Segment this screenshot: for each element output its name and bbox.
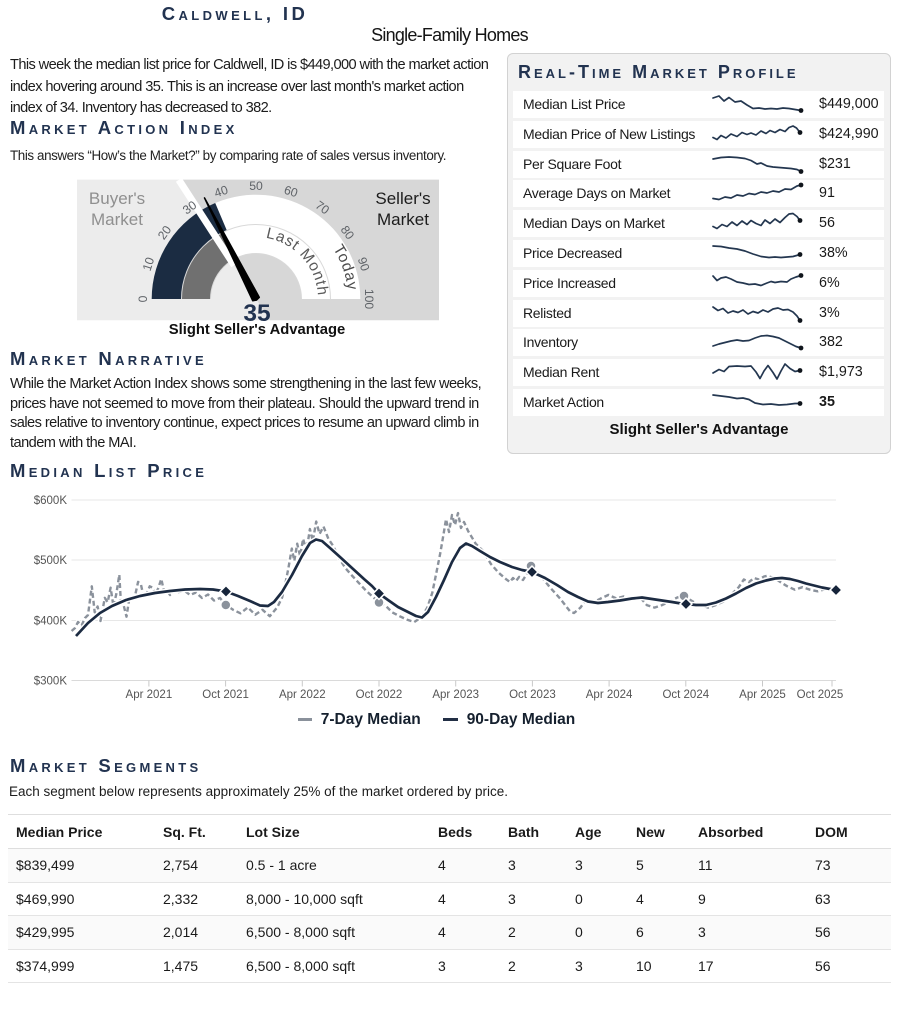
svg-text:10: 10 [140, 255, 158, 272]
svg-text:Apr 2022: Apr 2022 [279, 689, 326, 701]
svg-text:90: 90 [355, 255, 373, 272]
svg-text:50: 50 [249, 179, 263, 193]
svg-text:Oct 2025: Oct 2025 [797, 689, 844, 701]
svg-text:$400K: $400K [34, 616, 68, 628]
svg-text:Market: Market [377, 210, 429, 229]
svg-text:Oct 2023: Oct 2023 [509, 689, 556, 701]
svg-text:35: 35 [243, 300, 270, 327]
svg-text:40: 40 [212, 183, 229, 201]
svg-text:Oct 2021: Oct 2021 [202, 689, 249, 701]
svg-text:$300K: $300K [34, 676, 68, 688]
svg-text:100: 100 [362, 289, 376, 310]
svg-text:Apr 2024: Apr 2024 [586, 689, 633, 701]
svg-text:0: 0 [136, 295, 150, 302]
svg-text:Oct 2024: Oct 2024 [662, 689, 709, 701]
svg-text:Seller's: Seller's [375, 189, 430, 208]
svg-text:60: 60 [282, 183, 299, 201]
svg-text:Apr 2025: Apr 2025 [739, 689, 786, 701]
svg-text:Apr 2023: Apr 2023 [432, 689, 479, 701]
svg-text:Apr 2021: Apr 2021 [126, 689, 173, 701]
svg-text:Oct 2022: Oct 2022 [356, 689, 403, 701]
svg-text:Market: Market [91, 210, 143, 229]
svg-text:$500K: $500K [34, 555, 68, 567]
svg-text:Buyer's: Buyer's [89, 189, 145, 208]
svg-text:$600K: $600K [34, 495, 68, 507]
